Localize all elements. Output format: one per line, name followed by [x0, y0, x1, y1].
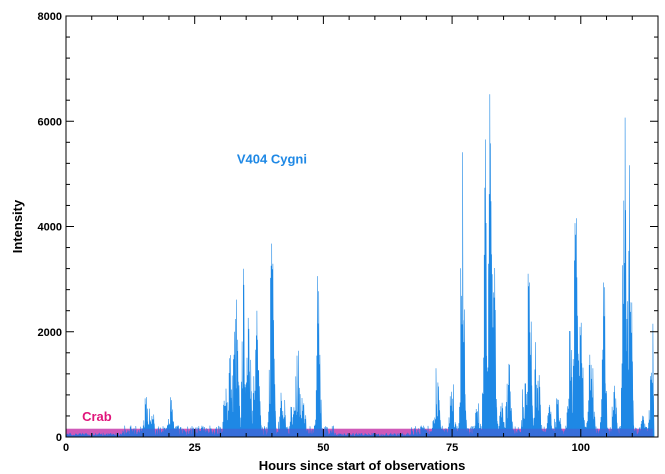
v404-cygni-series-area	[65, 94, 655, 438]
series-label-crab: Crab	[82, 409, 112, 424]
x-tick-label: 75	[446, 442, 458, 454]
y-tick-label: 2000	[38, 327, 62, 339]
y-tick-label: 0	[56, 432, 62, 444]
series-label-v404-cygni: V404 Cygni	[237, 151, 307, 166]
plot-area	[65, 94, 655, 438]
x-tick-label: 100	[572, 442, 590, 454]
crab-series-band	[66, 428, 653, 437]
y-tick-label: 4000	[38, 222, 62, 234]
x-tick-label: 0	[63, 442, 69, 454]
x-tick-label: 25	[189, 442, 201, 454]
x-axis-label: Hours since start of observations	[259, 458, 466, 473]
axes: Hours since start of observations Intens…	[10, 11, 659, 473]
crab-overlap-band	[66, 428, 653, 437]
x-tick-label: 50	[317, 442, 329, 454]
y-tick-label: 8000	[38, 11, 62, 23]
y-tick-label: 6000	[38, 116, 62, 128]
y-axis-label: Intensity	[10, 199, 25, 253]
